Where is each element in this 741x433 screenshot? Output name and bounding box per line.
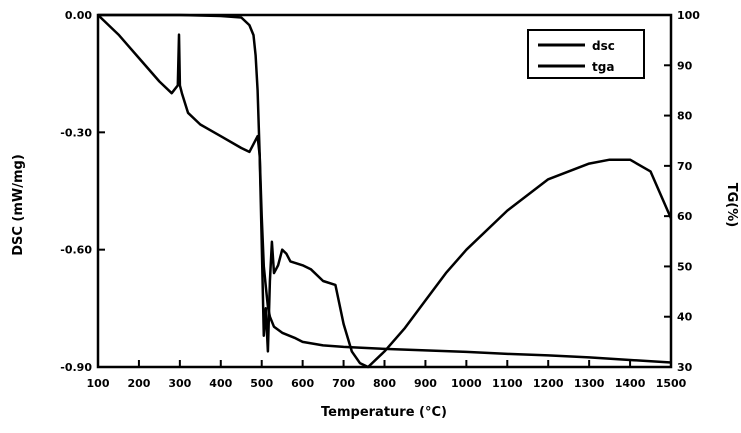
x-tick-label: 300: [168, 377, 191, 390]
y-left-tick-label: -0.90: [60, 361, 92, 374]
y-right-tick-label: 100: [677, 9, 700, 22]
legend: dsc tga: [527, 29, 645, 79]
y-left-tick-label: -0.30: [60, 126, 92, 139]
x-tick-label: 400: [209, 377, 232, 390]
x-tick-label: 500: [250, 377, 273, 390]
y-right-tick-label: 90: [677, 59, 693, 72]
y-right-tick-label: 60: [677, 210, 693, 223]
y-left-axis-title: DSC (mW/mg): [11, 154, 26, 256]
x-tick-label: 1300: [574, 377, 605, 390]
y-right-tick-label: 70: [677, 160, 693, 173]
x-axis-title: Temperature (°C): [321, 405, 447, 420]
x-tick-label: 700: [332, 377, 355, 390]
x-tick-label: 1500: [656, 377, 687, 390]
x-tick-label: 800: [373, 377, 396, 390]
series-line-dsc: [97, 14, 673, 369]
y-right-tick-label: 50: [677, 260, 693, 273]
x-tick-label: 1200: [533, 377, 564, 390]
x-tick-label: 1100: [492, 377, 523, 390]
x-tick-label: 900: [414, 377, 437, 390]
legend-label-dsc: dsc: [592, 39, 615, 53]
legend-label-tga: tga: [592, 60, 614, 74]
y-left-tick-label: 0.00: [65, 9, 92, 22]
y-right-tick-label: 40: [677, 311, 693, 324]
y-right-tick-label: 30: [677, 361, 693, 374]
y-right-tick-label: 80: [677, 110, 693, 123]
x-tick-label: 1400: [615, 377, 646, 390]
y-right-axis-title: TG(%): [724, 183, 739, 227]
y-left-tick-label: -0.60: [60, 244, 92, 257]
x-tick-label: 600: [291, 377, 314, 390]
x-tick-label: 200: [127, 377, 150, 390]
legend-box: [527, 29, 645, 79]
x-tick-label: 100: [87, 377, 110, 390]
x-tick-label: 1000: [451, 377, 482, 390]
series-line-tga: [98, 13, 672, 364]
